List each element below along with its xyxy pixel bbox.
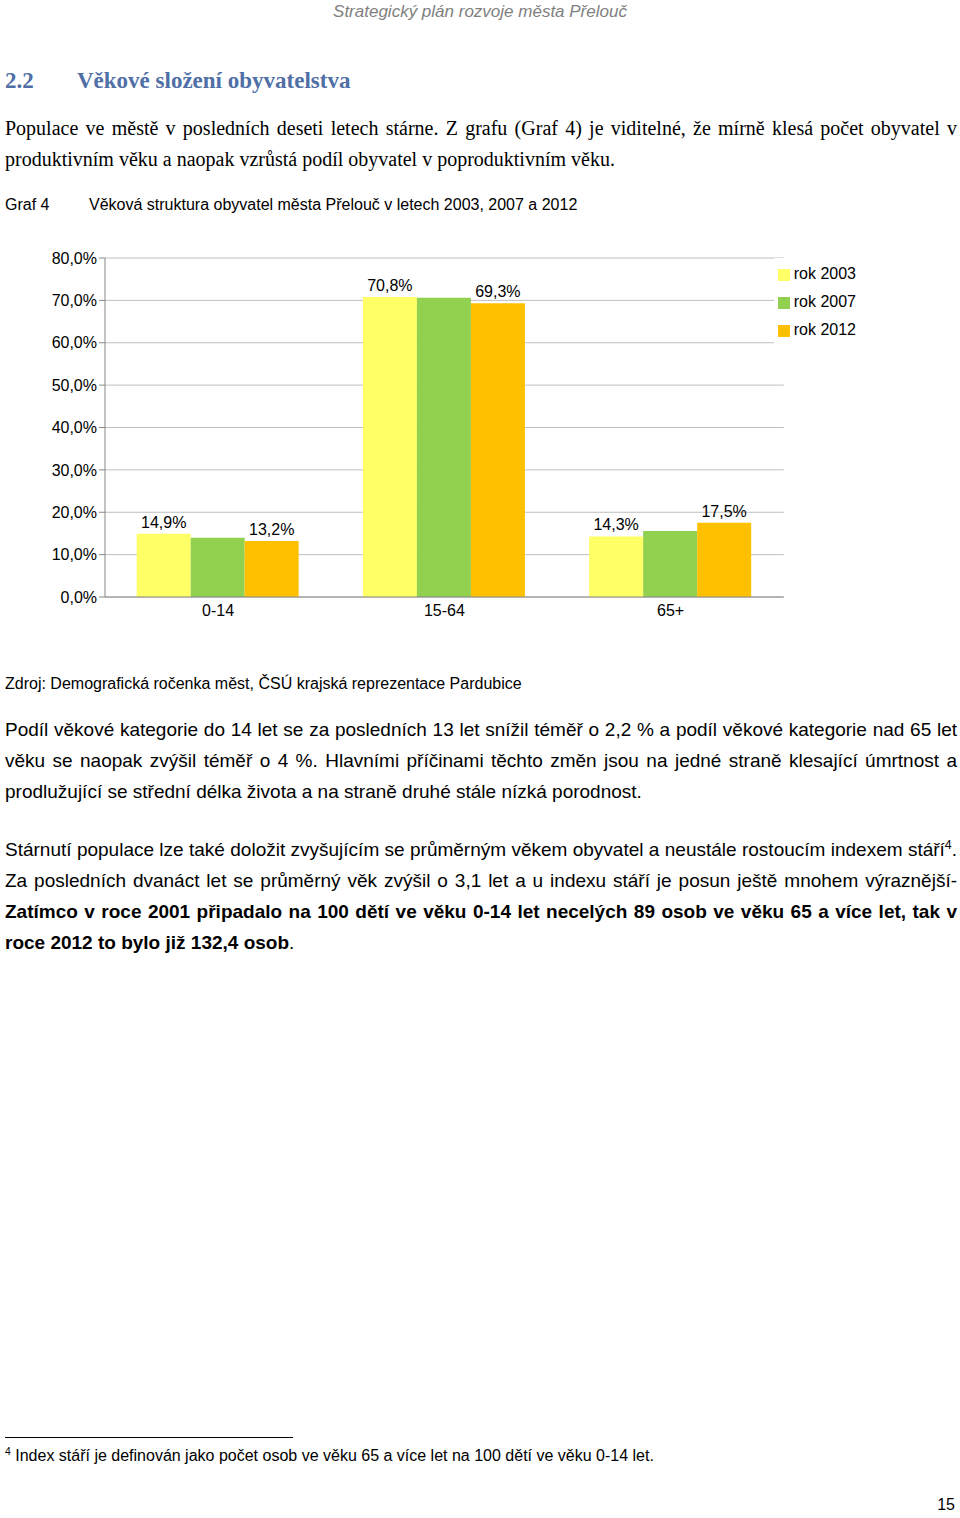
svg-text:0,0%: 0,0% (61, 589, 97, 606)
html-text:Zatímco v roce 2001 připadalo: Zatímco v roce 2001 připadalo na 100 dět… (5, 901, 957, 954)
svg-text:0-14: 0-14 (202, 602, 234, 619)
svg-text:14,3%: 14,3% (593, 516, 638, 533)
svg-text:60,0%: 60,0% (52, 334, 97, 351)
svg-text:50,0%: 50,0% (52, 377, 97, 394)
svg-text:40,0%: 40,0% (52, 419, 97, 436)
html-text:Věková struktura obyvatel měst: Věková struktura obyvatel města Přelouč … (89, 196, 578, 213)
svg-text:10,0%: 10,0% (52, 546, 97, 563)
svg-text:14,9%: 14,9% (141, 514, 186, 531)
html-text:2.2: 2.2 (5, 68, 34, 93)
html-text:Graf 4: Graf 4 (5, 196, 50, 213)
svg-text:70,8%: 70,8% (367, 277, 412, 294)
html-text:Věkové složení obyvatelstva: Věkové složení obyvatelstva (77, 68, 351, 93)
html-text:Zdroj: Demografická ročenka mě: Zdroj: Demografická ročenka měst, ČSÚ kr… (5, 675, 522, 692)
html-text:Strategický plán rozvoje města: Strategický plán rozvoje města Přelouč (333, 2, 627, 21)
svg-text:80,0%: 80,0% (52, 250, 97, 267)
svg-text:65+: 65+ (657, 602, 684, 619)
html-text:rok 2003: rok 2003 (793, 265, 856, 282)
svg-text:30,0%: 30,0% (52, 462, 97, 479)
html-text:rok 2007: rok 2007 (793, 293, 856, 310)
svg-text:15-64: 15-64 (424, 602, 465, 619)
html-text:4 Index stáří je definován jak: 4 Index stáří je definován jako počet os… (5, 1446, 654, 1465)
html-text:rok 2012: rok 2012 (793, 321, 856, 338)
html-text:15: 15 (937, 1496, 955, 1513)
html-text:Stárnutí populace lze také dol: Stárnutí populace lze také doložit zvyšu… (5, 838, 957, 892)
html-text:Populace ve městě v posledních: Populace ve městě v posledních deseti le… (5, 117, 957, 170)
svg-text:17,5%: 17,5% (701, 503, 746, 520)
svg-text:70,0%: 70,0% (52, 292, 97, 309)
svg-text:13,2%: 13,2% (249, 521, 294, 538)
svg-text:69,3%: 69,3% (475, 283, 520, 300)
svg-text:20,0%: 20,0% (52, 504, 97, 521)
html-text:Podíl věkové kategorie do 14 l: Podíl věkové kategorie do 14 let se za p… (5, 719, 957, 802)
